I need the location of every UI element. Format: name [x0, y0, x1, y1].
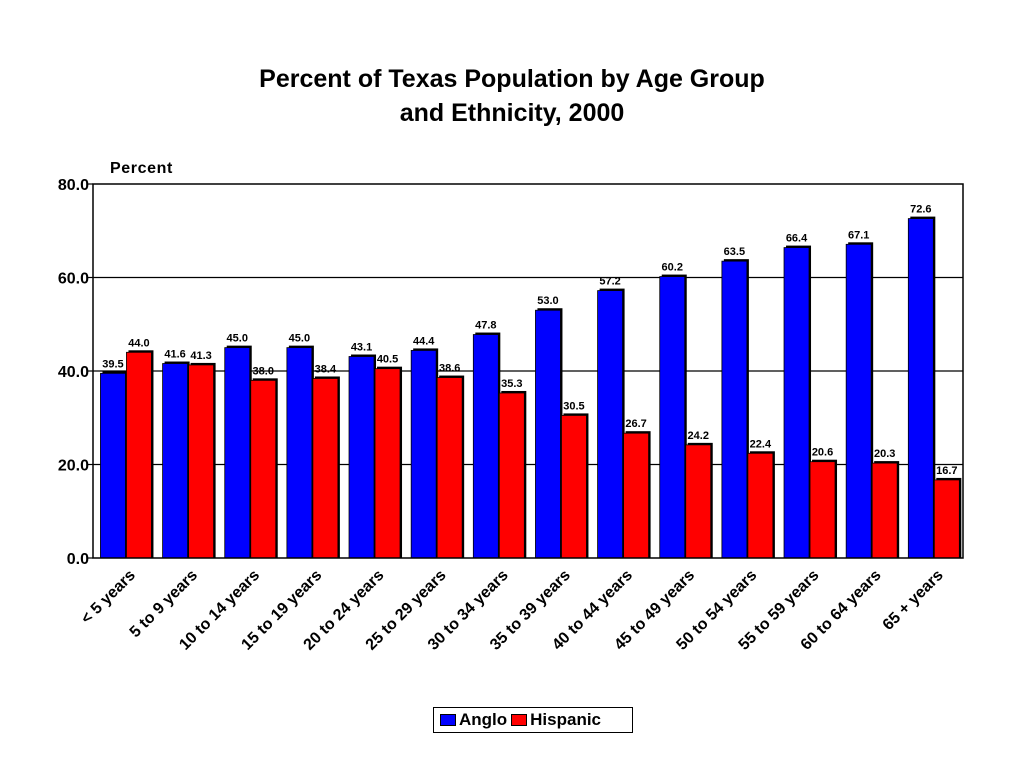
data-label-hispanic: 35.3	[501, 378, 522, 390]
bar-hispanic	[747, 452, 774, 559]
data-label-anglo: 57.2	[599, 276, 620, 288]
bar-anglo	[286, 347, 313, 559]
bar-hispanic	[374, 368, 401, 559]
data-label-hispanic: 38.0	[253, 365, 274, 377]
bar-anglo	[100, 372, 126, 559]
chart-title-line2: and Ethnicity, 2000	[399, 99, 625, 127]
bar-anglo	[348, 356, 375, 559]
y-tick-label: 60.0	[58, 271, 89, 288]
bar-hispanic	[809, 461, 836, 559]
x-tick-label: 65 + years	[880, 567, 947, 634]
legend-item-hispanic: Hispanic	[511, 710, 601, 730]
legend-label-hispanic: Hispanic	[530, 710, 602, 729]
data-label-hispanic: 38.6	[439, 363, 460, 375]
chart-title: Percent of Texas Population by Age Group…	[0, 62, 1024, 130]
data-label-anglo: 72.6	[910, 204, 931, 216]
bar-hispanic	[623, 432, 649, 559]
data-label-anglo: 41.6	[164, 349, 185, 361]
data-label-anglo: 43.1	[351, 342, 372, 354]
legend-label-anglo: Anglo	[459, 710, 508, 729]
data-label-hispanic: 44.0	[128, 337, 149, 349]
data-label-anglo: 66.4	[786, 233, 808, 245]
y-tick-label: 20.0	[58, 458, 89, 475]
bar-hispanic	[871, 462, 898, 559]
chart-title-line1: Percent of Texas Population by Age Group	[259, 65, 765, 93]
plot-border	[92, 183, 964, 559]
data-label-anglo: 63.5	[724, 246, 745, 258]
bar-hispanic	[250, 379, 277, 559]
bar-anglo	[907, 218, 934, 559]
x-tick-label: < 5 years	[78, 567, 139, 628]
data-label-hispanic: 30.5	[563, 400, 584, 412]
data-label-hispanic: 24.2	[688, 430, 709, 442]
data-label-anglo: 44.4	[413, 335, 435, 347]
data-label-hispanic: 41.3	[190, 350, 211, 362]
legend-swatch-anglo	[440, 714, 456, 726]
data-label-anglo: 60.2	[662, 262, 683, 274]
bar-anglo	[472, 334, 499, 559]
data-label-anglo: 45.0	[227, 333, 248, 345]
data-label-anglo: 67.1	[848, 229, 869, 241]
bar-anglo	[535, 309, 561, 559]
bar-hispanic	[498, 392, 525, 559]
data-label-hispanic: 20.6	[812, 447, 833, 459]
data-label-hispanic: 38.4	[315, 363, 337, 375]
y-tick-label: 0.0	[67, 551, 89, 568]
bar-hispanic	[933, 479, 960, 559]
bar-hispanic	[126, 351, 152, 559]
bar-anglo	[224, 347, 251, 559]
bar-hispanic	[312, 378, 339, 559]
bar-anglo	[597, 290, 623, 559]
y-tick-label: 40.0	[58, 364, 89, 381]
data-label-hispanic: 16.7	[936, 465, 957, 477]
bar-hispanic	[436, 377, 463, 559]
y-tick-label: 80.0	[58, 177, 89, 194]
y-axis-label: Percent	[110, 160, 173, 177]
data-label-hispanic: 40.5	[377, 354, 398, 366]
data-label-anglo: 53.0	[537, 295, 558, 307]
data-label-anglo: 45.0	[289, 333, 310, 345]
bar-anglo	[659, 276, 686, 559]
data-label-hispanic: 22.4	[750, 438, 772, 450]
chart-legend: Anglo Hispanic	[433, 707, 633, 733]
bar-anglo	[721, 260, 748, 559]
data-label-hispanic: 20.3	[874, 448, 895, 460]
bar-anglo	[410, 350, 437, 559]
bar-hispanic	[561, 415, 587, 559]
bar-anglo	[845, 243, 872, 559]
legend-item-anglo: Anglo	[440, 710, 507, 730]
bar-anglo	[783, 247, 810, 559]
legend-swatch-hispanic	[511, 714, 528, 726]
data-label-hispanic: 26.7	[625, 418, 646, 430]
bar-anglo	[162, 363, 189, 559]
bar-hispanic	[188, 364, 215, 559]
bar-hispanic	[685, 444, 712, 559]
data-label-anglo: 39.5	[102, 358, 123, 370]
data-label-anglo: 47.8	[475, 320, 496, 332]
